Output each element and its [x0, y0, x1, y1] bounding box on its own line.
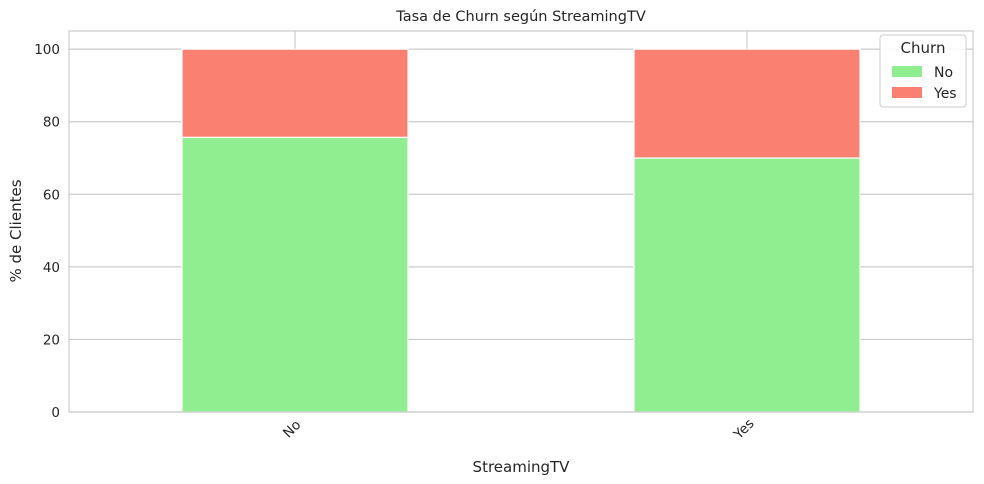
x-axis-label: StreamingTV [473, 458, 571, 476]
plot-frame [68, 30, 974, 413]
y-tick-label: 20 [43, 332, 60, 348]
legend-swatch-no [892, 66, 922, 77]
bar-no-churn-yes [181, 48, 409, 138]
bar-yes-churn-no [633, 157, 861, 413]
legend-title: Churn [901, 39, 946, 57]
bars [181, 48, 861, 413]
y-tick-labels: 0 20 40 60 80 100 [34, 42, 60, 421]
y-tick-label: 100 [34, 42, 60, 58]
legend-label-yes: Yes [933, 86, 957, 102]
y-tick-label: 60 [43, 187, 60, 203]
y-tick-label: 40 [43, 260, 60, 276]
legend-swatch-yes [892, 87, 922, 98]
legend: Churn No Yes [879, 34, 967, 108]
chart-title: Tasa de Churn según StreamingTV [395, 9, 646, 25]
bar-yes-churn-yes [633, 48, 861, 159]
legend-label-no: No [934, 65, 953, 81]
y-axis-label: % de Clientes [7, 179, 25, 282]
y-tick-label: 0 [51, 405, 60, 421]
y-tick-label: 80 [43, 115, 60, 131]
bar-no-churn-no [181, 136, 409, 413]
